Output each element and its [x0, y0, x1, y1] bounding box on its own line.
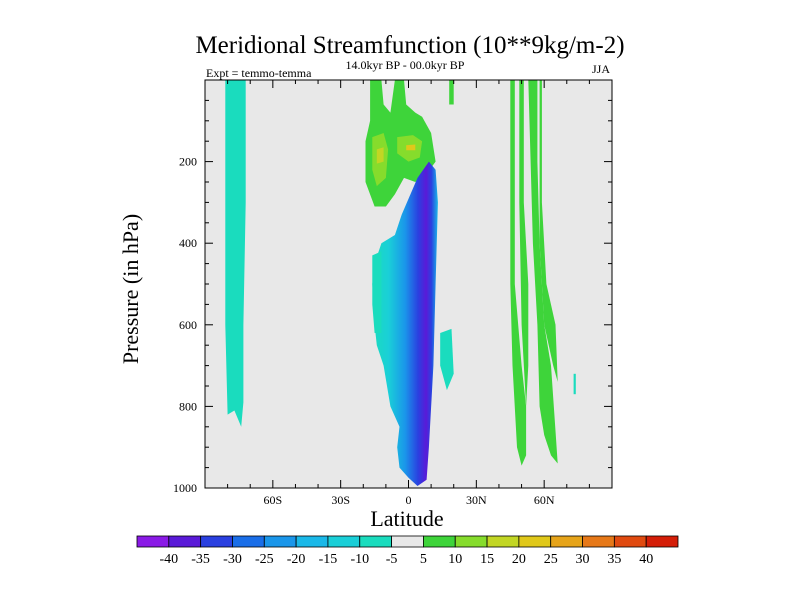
colorbar-label: 20	[512, 552, 526, 567]
colorbar-swatch	[582, 535, 615, 548]
contour-regions	[225, 80, 576, 486]
colorbar-label: -30	[223, 552, 242, 567]
colorbar-label: 25	[544, 552, 558, 567]
colorbar-label: -5	[386, 552, 398, 567]
colorbar-swatch	[359, 535, 392, 548]
region-midlat-tiny	[573, 373, 576, 395]
y-tick-label: 200	[179, 155, 197, 169]
colorbar-swatch	[232, 535, 265, 548]
region-midlat-column-3	[528, 80, 558, 464]
region-lower-cyan-left	[372, 251, 382, 333]
x-tick-label: 30S	[331, 493, 350, 507]
colorbar-swatch	[518, 535, 552, 548]
plot-area	[205, 80, 612, 488]
colorbar-swatch	[136, 535, 170, 548]
colorbar-swatch	[550, 535, 583, 548]
colorbar-label: -40	[159, 552, 178, 567]
colorbar-swatch	[423, 535, 456, 548]
colorbar-swatch	[613, 535, 647, 548]
region-upper-positive-strip	[449, 80, 454, 105]
y-tick-label: 800	[179, 399, 197, 413]
colorbar-label: 35	[607, 552, 621, 567]
chart-subtitle-center: 14.0kyr BP - 00.0kyr BP	[346, 58, 465, 72]
colorbar: -40 -35 -30 -25 -20 -15 -10 -5 5 10 15 20 25 30 35 40	[136, 535, 679, 567]
colorbar-swatch	[168, 535, 202, 548]
x-tick-label: 0	[406, 493, 412, 507]
colorbar-swatch	[327, 535, 361, 548]
colorbar-label: -35	[191, 552, 210, 567]
colorbar-label: 10	[448, 552, 462, 567]
y-tick-label: 600	[179, 318, 197, 332]
region-upper-core-max	[376, 147, 384, 164]
colorbar-swatch	[645, 535, 679, 548]
x-tick-label: 30N	[466, 493, 487, 507]
colorbar-swatch	[391, 535, 424, 548]
colorbar-swatch	[295, 535, 329, 548]
region-lower-cyan-right	[440, 328, 454, 391]
region-upper-core-max2	[406, 144, 416, 151]
chart-title: Meridional Streamfunction (10**9kg/m-2)	[195, 32, 624, 59]
colorbar-label: -10	[350, 552, 369, 567]
region-tropical-negative	[372, 161, 438, 486]
colorbar-label: 15	[480, 552, 494, 567]
colorbar-swatch	[486, 535, 520, 548]
x-tick-label: 60N	[534, 493, 555, 507]
chart-subtitle-left: Expt = temmo-temma	[206, 66, 312, 80]
y-tick-label: 400	[179, 236, 197, 250]
chart-subtitle-right: JJA	[592, 62, 610, 76]
x-axis-label: Latitude	[370, 506, 443, 531]
colorbar-label: 40	[639, 552, 653, 567]
colorbar-swatch	[200, 535, 233, 548]
axis-ticks: 60S 30S 0 30N 60N 200 400 600 800 1000	[173, 80, 612, 507]
y-tick-label: 1000	[173, 481, 197, 495]
colorbar-label: 5	[420, 552, 427, 567]
region-sh-column	[225, 80, 246, 427]
y-axis-label: Pressure (in hPa)	[118, 214, 143, 364]
colorbar-label: -15	[319, 552, 338, 567]
region-midlat-column-1	[510, 80, 527, 466]
region-midlat-column-4	[539, 80, 558, 382]
colorbar-label: -20	[287, 552, 306, 567]
colorbar-label: -25	[255, 552, 274, 567]
colorbar-label: 30	[576, 552, 590, 567]
region-midlat-column-2	[519, 80, 529, 407]
colorbar-swatch	[263, 535, 297, 548]
colorbar-swatch	[454, 535, 488, 548]
x-tick-label: 60S	[263, 493, 282, 507]
